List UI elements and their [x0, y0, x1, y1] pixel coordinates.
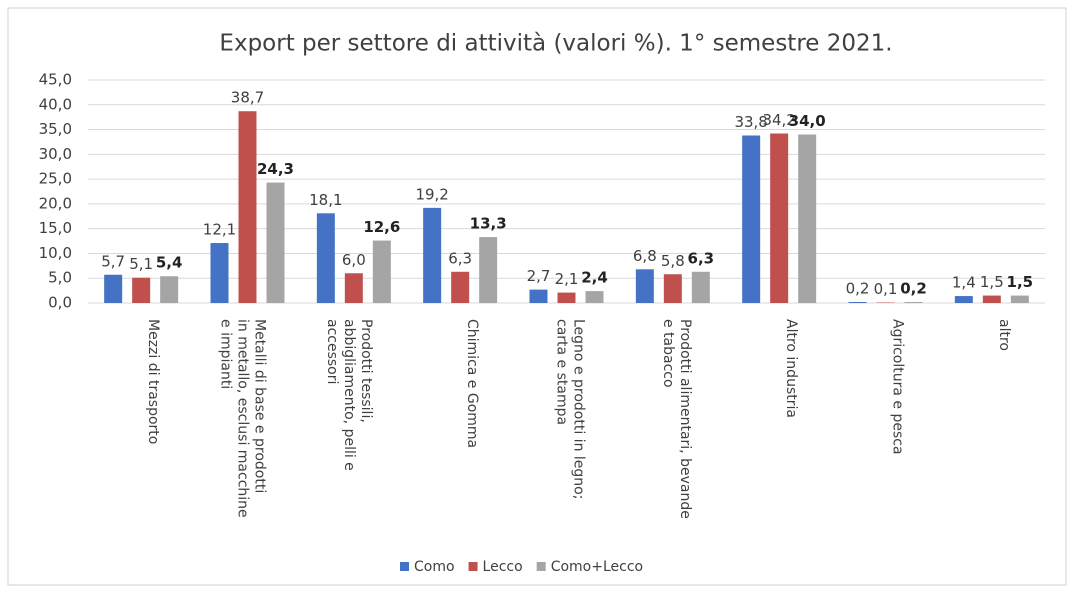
- value-label: 13,3: [470, 215, 507, 233]
- value-label: 34,0: [789, 112, 826, 130]
- value-label: 18,1: [309, 191, 342, 209]
- bar: [479, 237, 497, 303]
- y-tick-label: 5,0: [48, 269, 72, 287]
- value-label: 5,8: [661, 252, 685, 270]
- bar: [692, 272, 710, 303]
- value-label: 19,2: [415, 185, 448, 203]
- value-label: 24,3: [257, 160, 294, 178]
- value-label: 0,1: [874, 280, 898, 298]
- y-tick-label: 40,0: [39, 95, 72, 113]
- bar: [451, 272, 469, 303]
- bar: [983, 296, 1001, 303]
- bar: [1011, 296, 1029, 303]
- value-label: 5,7: [101, 252, 125, 270]
- value-label: 12,1: [203, 221, 236, 239]
- y-tick-label: 25,0: [39, 170, 72, 188]
- y-tick-label: 45,0: [39, 71, 72, 89]
- y-tick-label: 20,0: [39, 194, 72, 212]
- y-tick-label: 10,0: [39, 244, 72, 262]
- value-label: 38,7: [231, 89, 264, 107]
- value-label: 2,1: [555, 270, 579, 288]
- bar: [104, 275, 122, 303]
- bar: [132, 278, 150, 303]
- bar: [423, 208, 441, 303]
- value-label: 6,3: [448, 249, 472, 267]
- x-tick-label: Mezzi di trasporto: [145, 319, 161, 444]
- bar: [558, 293, 576, 303]
- legend-swatch: [469, 562, 478, 571]
- bar: [160, 276, 178, 303]
- bar: [905, 302, 923, 303]
- bar: [345, 273, 363, 303]
- chart-title: Export per settore di attività (valori %…: [219, 31, 892, 57]
- bar: [211, 243, 229, 303]
- x-tick-label: Agricoltura e pesca: [890, 319, 906, 455]
- bar: [530, 290, 548, 303]
- bar: [317, 213, 335, 303]
- x-tick-label: Chimica e Gomma: [464, 319, 480, 448]
- bar: [955, 296, 973, 303]
- bar: [664, 274, 682, 303]
- legend-swatch: [537, 562, 546, 571]
- legend-label: Como+Lecco: [551, 559, 643, 575]
- bar: [239, 111, 257, 303]
- value-label: 1,4: [952, 274, 976, 292]
- value-label: 2,7: [527, 267, 551, 285]
- y-tick-label: 0,0: [48, 294, 72, 312]
- value-label: 1,5: [1007, 273, 1034, 291]
- x-tick-label: altro: [996, 319, 1012, 351]
- bar: [373, 241, 391, 303]
- value-label: 6,8: [633, 247, 657, 265]
- value-label: 0,2: [846, 280, 870, 298]
- y-tick-label: 15,0: [39, 219, 72, 237]
- value-label: 6,3: [688, 249, 715, 267]
- value-label: 5,1: [129, 255, 153, 273]
- value-label: 0,2: [900, 280, 927, 298]
- bar: [636, 269, 654, 303]
- bar: [798, 135, 816, 303]
- value-label: 2,4: [581, 269, 608, 287]
- legend-swatch: [400, 562, 409, 571]
- value-label: 5,4: [156, 254, 183, 272]
- value-label: 6,0: [342, 251, 366, 269]
- legend-label: Lecco: [483, 559, 523, 575]
- value-label: 1,5: [980, 273, 1004, 291]
- bar: [770, 134, 788, 303]
- bar: [586, 291, 604, 303]
- y-tick-label: 35,0: [39, 120, 72, 138]
- bar: [742, 136, 760, 303]
- y-tick-label: 30,0: [39, 145, 72, 163]
- x-tick-label: Altro industria: [783, 319, 799, 418]
- bar: [267, 183, 285, 303]
- bar: [849, 302, 867, 303]
- legend-label: Como: [414, 559, 455, 575]
- value-label: 12,6: [363, 218, 400, 236]
